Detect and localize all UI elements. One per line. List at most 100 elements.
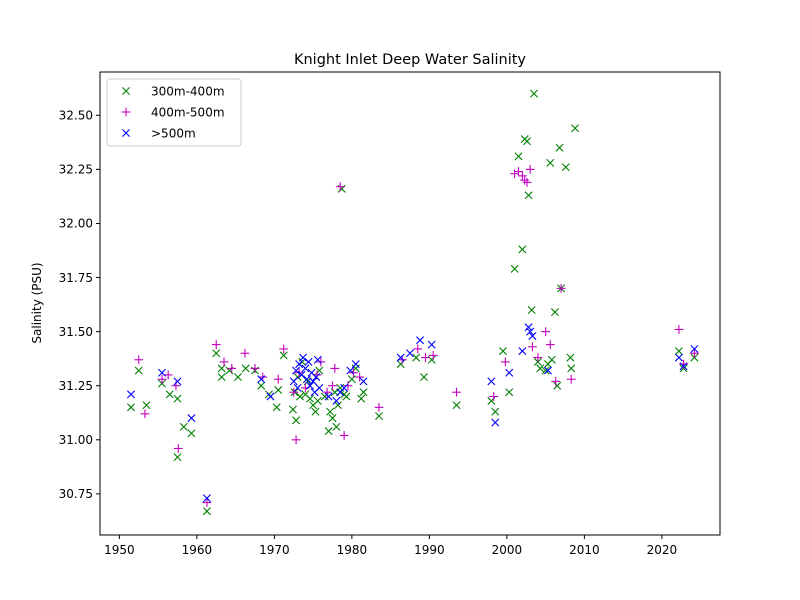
legend-label: 400m-500m xyxy=(151,105,225,119)
data-point xyxy=(550,308,559,317)
data-point xyxy=(343,381,353,391)
data-point xyxy=(306,394,315,403)
data-point xyxy=(514,167,523,176)
data-point xyxy=(452,387,461,397)
data-point xyxy=(547,355,556,364)
data-point xyxy=(351,360,360,369)
data-point xyxy=(526,327,535,336)
data-point xyxy=(187,429,196,438)
chart-title: Knight Inlet Deep Water Salinity xyxy=(294,52,526,68)
data-point xyxy=(127,390,135,399)
data-point xyxy=(541,366,550,375)
data-point xyxy=(551,376,561,386)
data-point xyxy=(324,427,333,436)
data-point xyxy=(316,357,326,367)
data-point xyxy=(273,374,283,384)
legend-box xyxy=(106,78,242,147)
data-point xyxy=(179,422,188,431)
x-tick-label: 2010 xyxy=(569,543,600,557)
data-point xyxy=(299,353,308,362)
data-point xyxy=(567,364,576,373)
y-tick-label: 31.00 xyxy=(59,433,93,447)
data-point xyxy=(312,373,321,382)
data-point xyxy=(292,366,301,375)
data-point xyxy=(510,169,520,179)
x-tick-label: 1950 xyxy=(104,543,135,557)
series-3 xyxy=(127,323,699,503)
legend-marker xyxy=(122,87,130,95)
data-point xyxy=(349,368,358,378)
data-point xyxy=(288,405,297,414)
data-point xyxy=(165,390,174,399)
data-point xyxy=(416,336,425,345)
data-point xyxy=(311,407,320,416)
data-point xyxy=(339,431,349,440)
data-point xyxy=(202,507,211,516)
y-tick-label: 30.75 xyxy=(59,487,93,501)
data-point xyxy=(518,245,527,254)
data-point xyxy=(679,362,688,371)
data-point xyxy=(330,364,340,373)
legend-marker xyxy=(122,129,130,137)
data-point xyxy=(295,360,304,369)
data-point xyxy=(374,402,384,412)
data-points xyxy=(127,89,699,516)
y-axis-label: Salinity (PSU) xyxy=(30,262,44,343)
data-point xyxy=(142,401,151,410)
data-point xyxy=(527,306,536,314)
data-point xyxy=(233,373,242,382)
data-point xyxy=(566,374,576,384)
y-tick-label: 31.50 xyxy=(59,325,93,339)
x-tick-label: 1960 xyxy=(182,543,213,557)
data-point xyxy=(517,171,527,181)
data-point xyxy=(315,383,324,392)
data-point xyxy=(530,89,538,98)
data-point xyxy=(217,373,226,382)
data-point xyxy=(187,414,196,423)
data-point xyxy=(241,364,250,373)
data-point xyxy=(487,377,496,386)
data-point xyxy=(279,344,289,354)
data-point xyxy=(279,351,288,360)
data-point xyxy=(342,392,351,401)
data-point xyxy=(561,163,570,172)
data-point xyxy=(355,372,365,382)
x-tick-label: 2020 xyxy=(647,543,678,557)
data-point xyxy=(326,407,335,416)
data-point xyxy=(555,143,564,152)
data-point xyxy=(571,124,580,133)
data-point xyxy=(272,403,281,412)
data-point xyxy=(556,283,566,293)
data-point xyxy=(257,375,266,384)
data-point xyxy=(499,347,507,356)
data-point xyxy=(520,175,530,185)
data-point xyxy=(546,158,555,167)
data-point xyxy=(514,152,523,161)
data-point xyxy=(328,414,337,423)
data-point xyxy=(212,349,221,358)
data-point xyxy=(524,191,533,200)
data-point xyxy=(127,403,135,412)
data-point xyxy=(250,364,260,373)
data-point xyxy=(140,409,150,419)
x-tick-label: 1990 xyxy=(414,543,445,557)
series-1 xyxy=(127,89,699,516)
y-tick-label: 32.50 xyxy=(59,109,93,123)
data-point xyxy=(505,388,514,397)
legend-label: 300m-400m xyxy=(151,84,225,98)
data-point xyxy=(375,412,383,420)
data-point xyxy=(266,392,275,401)
data-point xyxy=(690,348,699,358)
data-point xyxy=(428,351,438,360)
data-point xyxy=(274,386,283,395)
x-tick-label: 2000 xyxy=(492,543,523,557)
data-point xyxy=(412,353,421,362)
data-point xyxy=(406,349,414,358)
data-point xyxy=(522,177,532,187)
data-point xyxy=(340,383,349,392)
data-point xyxy=(202,498,212,507)
data-point xyxy=(525,164,535,174)
data-point xyxy=(510,264,519,273)
data-point xyxy=(304,357,313,366)
y-tick-label: 32.00 xyxy=(59,217,93,231)
